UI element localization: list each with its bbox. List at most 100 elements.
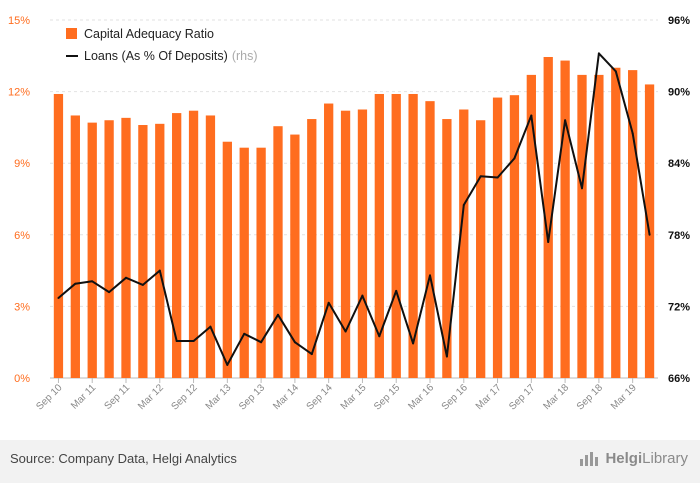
loans-line (57, 52, 651, 366)
bar (628, 70, 638, 379)
bar (374, 93, 384, 378)
left-tick-label: 6% (14, 230, 30, 242)
right-tick-label: 84% (668, 158, 690, 170)
bar (70, 115, 80, 378)
line-point (631, 132, 634, 135)
chart-svg: 0% 3% 6% 9% 12% 15% 66% 72% 78% 84% 90% 96% Sep 10… (8, 15, 690, 413)
legend-bar-swatch (66, 28, 77, 39)
line-point (141, 283, 144, 286)
bar-series (53, 56, 655, 379)
line-point (209, 325, 212, 328)
bar (307, 119, 317, 379)
line-point (614, 70, 617, 73)
footer: Source: Company Data, Helgi Analytics He… (0, 440, 700, 483)
source-note: Source: Company Data, Helgi Analytics (10, 451, 237, 466)
x-tick-label: Mar 16 (406, 382, 436, 412)
line-point (581, 187, 583, 190)
left-tick-label: 12% (8, 87, 30, 99)
bar (138, 125, 148, 378)
bar (188, 110, 199, 379)
bar (87, 122, 97, 378)
bar (492, 97, 503, 379)
left-tick-label: 3% (14, 301, 30, 313)
x-tick-label: Mar 12 (136, 382, 166, 412)
x-tick-label: Sep 12 (169, 382, 199, 412)
bar (121, 117, 131, 378)
right-tick-label: 96% (668, 15, 690, 27)
x-tick-label: Sep 17 (507, 382, 537, 412)
line-point (91, 280, 94, 283)
legend-line-label: Loans (As % Of Deposits) (rhs) (84, 49, 258, 63)
line-point (564, 119, 567, 122)
bar (155, 123, 165, 378)
bar (324, 103, 334, 379)
helgi-library-logo: HelgiLibrary (579, 449, 688, 467)
line-point (310, 353, 313, 356)
bar (357, 109, 368, 378)
bar (104, 120, 114, 379)
line-point (57, 297, 60, 300)
bar (459, 109, 469, 378)
x-tick-label: Sep 14 (305, 382, 335, 412)
bar (509, 95, 520, 379)
x-tick-label: Mar 19 (609, 382, 639, 412)
line-point (597, 52, 600, 55)
bar (425, 101, 435, 378)
line-point (243, 332, 246, 335)
line-point (445, 355, 448, 358)
legend-line-name: Loans (As % Of Deposits) (84, 49, 228, 63)
bar (391, 93, 401, 378)
bar (442, 119, 452, 379)
bar (256, 147, 266, 378)
line-point (277, 313, 279, 316)
line-series (57, 52, 651, 366)
line-point (412, 342, 415, 345)
line-point (192, 340, 195, 343)
line-point (648, 233, 651, 236)
left-tick-label: 9% (14, 158, 30, 170)
line-point (361, 294, 364, 297)
line-point (513, 157, 516, 160)
line-point (226, 363, 229, 366)
line-point (125, 276, 127, 279)
line-point (344, 330, 347, 333)
grid (50, 19, 658, 379)
bar (560, 60, 570, 378)
x-tick-label: Sep 18 (575, 382, 605, 412)
right-tick-label: 66% (668, 373, 690, 385)
logo-text-bold: Helgi (605, 449, 643, 467)
right-axis: 66% 72% 78% 84% 90% 96% (668, 15, 690, 385)
line-point (108, 291, 111, 294)
x-tick-label: Sep 16 (440, 382, 470, 412)
left-tick-label: 0% (14, 373, 30, 385)
right-tick-label: 90% (668, 87, 690, 99)
legend: Capital Adequacy Ratio Loans (As % Of De… (66, 27, 258, 63)
chart: 0% 3% 6% 9% 12% 15% 66% 72% 78% 84% 90% 96% Sep 10… (8, 15, 690, 413)
line-point (479, 175, 482, 178)
bar (340, 110, 351, 379)
x-tick-label: Sep 13 (237, 382, 267, 412)
bar (172, 113, 182, 378)
bars-logo-icon (580, 452, 599, 466)
legend-bar-label: Capital Adequacy Ratio (84, 27, 214, 41)
x-tick-label: Mar 18 (541, 382, 571, 412)
line-point (158, 269, 161, 272)
logo-text-light: Library (642, 449, 688, 467)
bar (273, 126, 283, 378)
x-tick-label: Mar 17 (474, 382, 504, 412)
bar (577, 74, 587, 378)
line-point (293, 341, 296, 344)
line-point (496, 176, 499, 179)
line-point (429, 274, 431, 277)
left-axis: 0% 3% 6% 9% 12% 15% (8, 15, 30, 385)
bar (526, 74, 536, 378)
line-point (547, 240, 550, 243)
bar (476, 120, 486, 379)
line-point (327, 301, 330, 304)
right-tick-label: 78% (668, 230, 690, 242)
x-tick-label: Mar 15 (339, 382, 369, 412)
bar (594, 74, 604, 378)
line-point (175, 340, 178, 343)
line-point (74, 282, 77, 285)
x-tick-label: Sep 11 (102, 382, 132, 412)
